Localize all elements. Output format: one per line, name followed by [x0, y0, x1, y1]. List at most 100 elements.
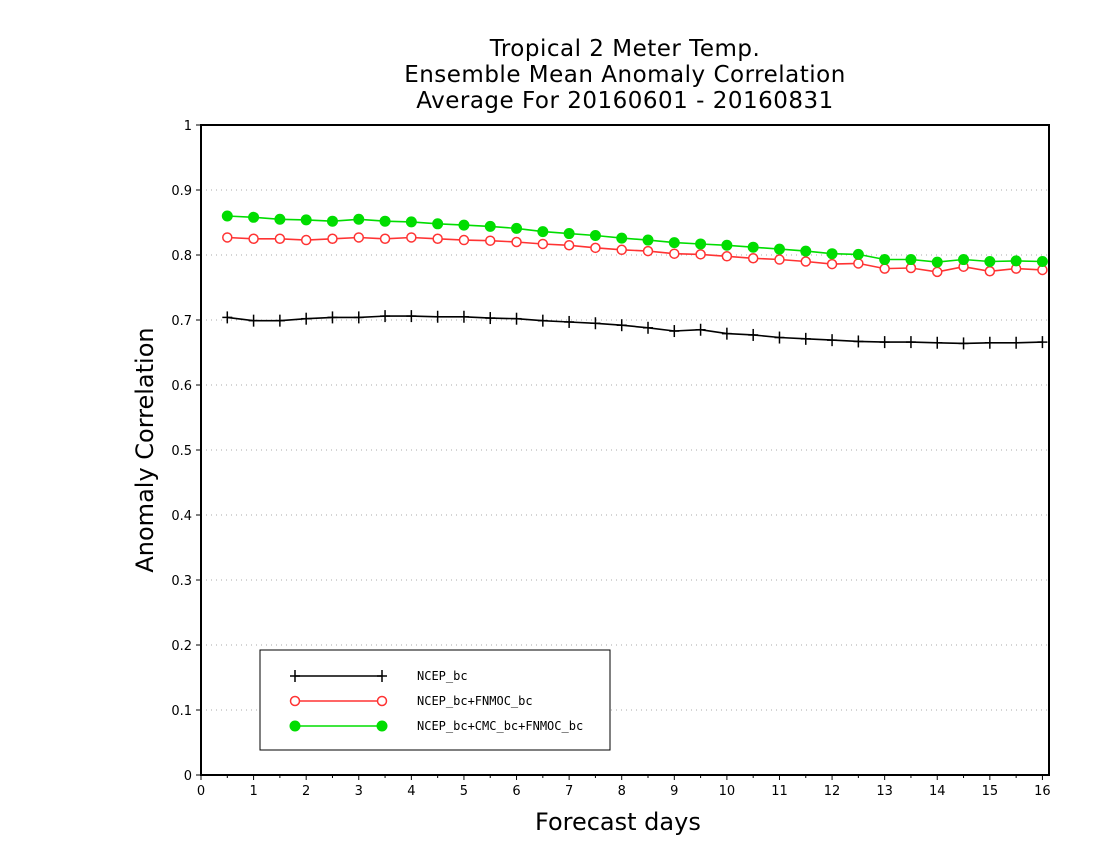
data-point-0-22: [800, 332, 811, 345]
data-point-0-15: [616, 319, 627, 332]
data-point-2-21: [773, 243, 785, 255]
data-point-1-19: [721, 251, 733, 262]
data-point-1-11: [511, 236, 522, 248]
data-point-0-12: [537, 314, 548, 327]
data-point-2-24: [852, 248, 864, 260]
data-point-2-3: [300, 214, 312, 226]
legend-marker-right-1: [376, 695, 388, 707]
data-point-0-19: [721, 327, 732, 340]
data-point-0-10: [485, 312, 496, 325]
y-tick-label-4: 0.4: [171, 509, 192, 524]
gridlines: [201, 189, 1049, 711]
data-point-2-23: [826, 248, 838, 260]
data-point-0-20: [748, 328, 759, 341]
data-point-1-9: [458, 234, 470, 246]
data-point-0-31: [1037, 336, 1048, 349]
data-point-2-8: [432, 218, 444, 230]
data-point-2-10: [484, 220, 496, 232]
legend-marker-left-1: [289, 695, 301, 707]
data-point-1-2: [274, 233, 286, 244]
data-point-1-3: [300, 234, 312, 246]
data-point-0-11: [511, 312, 522, 325]
data-point-1-24: [853, 258, 864, 269]
data-point-1-20: [747, 253, 759, 264]
data-point-1-4: [327, 233, 338, 244]
data-point-2-6: [379, 215, 391, 227]
data-point-1-0: [222, 232, 233, 243]
data-point-2-0: [221, 210, 233, 222]
data-point-0-4: [327, 311, 338, 324]
y-tick-label-6: 0.6: [171, 379, 192, 394]
data-point-1-8: [432, 233, 443, 244]
data-point-0-5: [353, 311, 364, 324]
data-point-2-20: [747, 241, 759, 253]
data-point-0-2: [274, 314, 285, 327]
legend-label-0: NCEP_bc: [417, 669, 468, 683]
y-tick-label-9: 0.9: [171, 184, 192, 199]
data-point-0-8: [432, 310, 443, 323]
data-point-2-25: [879, 254, 891, 266]
data-point-0-13: [564, 315, 575, 328]
series-line-1: [227, 236, 1043, 273]
legend-marker-left-0: [290, 670, 300, 682]
data-point-2-31: [1036, 256, 1048, 267]
data-point-1-25: [879, 263, 890, 274]
data-point-1-27: [931, 266, 943, 278]
data-point-0-3: [301, 312, 312, 325]
data-point-0-7: [406, 310, 417, 323]
data-point-2-22: [800, 245, 812, 257]
data-point-0-18: [695, 323, 706, 336]
legend-label-2: NCEP_bc+CMC_bc+FNMOC_bc: [417, 719, 583, 733]
legend-marker-right-2: [376, 720, 388, 732]
data-point-0-27: [932, 336, 943, 349]
data-point-2-12: [537, 226, 549, 238]
data-point-2-5: [353, 213, 365, 225]
x-tick-label-3: 3: [355, 784, 363, 799]
data-point-1-14: [590, 242, 601, 254]
data-point-0-21: [774, 331, 785, 344]
x-tick-label-1: 1: [249, 784, 257, 799]
data-point-2-9: [458, 219, 470, 231]
data-point-2-4: [326, 215, 338, 227]
data-point-2-11: [511, 222, 523, 234]
series-line-2: [227, 215, 1043, 263]
series-2: [221, 210, 1048, 268]
data-point-0-0: [222, 311, 233, 324]
data-point-1-5: [353, 232, 365, 243]
series-0: [222, 310, 1048, 350]
legend-marker-left-2: [289, 720, 301, 732]
data-point-0-28: [958, 337, 969, 350]
data-point-1-18: [695, 249, 706, 260]
series-group: [221, 210, 1048, 350]
y-tick-label-10: 1: [184, 119, 192, 134]
x-tick-label-11: 11: [771, 784, 788, 799]
data-point-1-17: [669, 248, 680, 259]
x-axis-title: Forecast days: [535, 808, 701, 836]
data-point-2-28: [958, 254, 970, 266]
data-point-1-15: [616, 244, 627, 256]
data-point-1-10: [484, 235, 496, 246]
data-point-2-15: [616, 232, 628, 244]
data-point-1-12: [537, 238, 549, 250]
y-tick-label-0: 0: [184, 769, 192, 784]
series-line-0: [227, 315, 1043, 345]
data-point-2-27: [931, 256, 943, 268]
data-point-0-30: [1011, 336, 1022, 349]
axes: 00.10.20.30.40.50.60.70.80.910 1 2 3 4 5 6 7 8 9 1…: [171, 119, 1050, 799]
data-point-0-6: [380, 310, 391, 323]
data-point-2-18: [695, 238, 707, 250]
data-point-2-30: [1010, 255, 1022, 267]
data-point-0-23: [827, 334, 838, 347]
chart-title-line-1: Tropical 2 Meter Temp.: [489, 36, 761, 62]
data-point-0-1: [248, 314, 259, 327]
data-point-1-1: [248, 233, 259, 244]
x-tick-label-9: 9: [670, 784, 678, 799]
y-tick-label-8: 0.8: [171, 249, 192, 264]
data-point-1-7: [406, 232, 417, 243]
x-tick-label-10: 10: [719, 784, 736, 799]
x-tick-label-2: 2: [302, 784, 310, 799]
data-point-0-17: [669, 325, 680, 338]
data-point-2-2: [274, 213, 286, 225]
chart-title-line-3: Average For 20160601 - 20160831: [416, 88, 834, 114]
data-point-2-16: [642, 234, 654, 246]
